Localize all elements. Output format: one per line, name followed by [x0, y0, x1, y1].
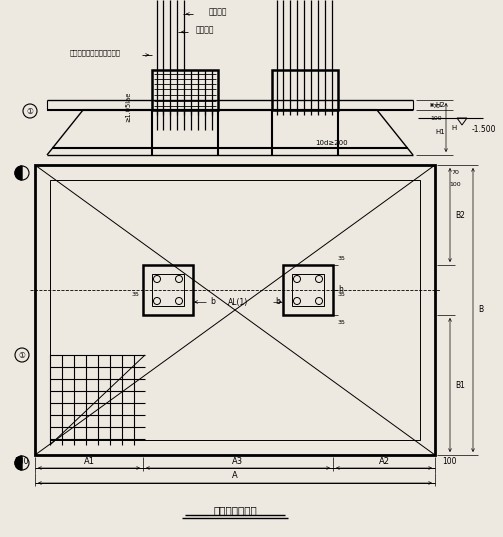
Text: AL(1): AL(1)	[228, 297, 248, 307]
Text: ≥1.05lae: ≥1.05lae	[125, 92, 131, 122]
Text: 10d≥200: 10d≥200	[316, 140, 348, 146]
Text: A1: A1	[83, 456, 95, 466]
Text: A: A	[232, 471, 238, 481]
Wedge shape	[15, 166, 22, 180]
Bar	[35, 165, 435, 455]
Text: 35: 35	[337, 293, 345, 297]
Bar	[272, 70, 338, 110]
Text: 35: 35	[131, 293, 139, 297]
Text: 等强对接: 等强对接	[196, 25, 214, 34]
Text: H1: H1	[435, 129, 445, 135]
Text: ①: ①	[27, 106, 33, 115]
Text: 二级（同相应非搞筋直径）: 二级（同相应非搞筋直径）	[69, 50, 121, 56]
Text: H: H	[451, 125, 457, 130]
Text: 100: 100	[430, 115, 442, 120]
Text: b: b	[276, 297, 281, 307]
Text: h: h	[339, 286, 344, 294]
Text: 基础大样（二）: 基础大样（二）	[213, 505, 257, 515]
Text: 35: 35	[337, 256, 345, 260]
Bar	[152, 274, 184, 306]
Bar	[152, 70, 218, 110]
Text: 100: 100	[442, 456, 456, 466]
Text: B2: B2	[455, 211, 465, 220]
Text: B: B	[478, 306, 483, 315]
Text: A3: A3	[232, 456, 243, 466]
Text: H2: H2	[435, 102, 445, 108]
Text: 100: 100	[14, 456, 28, 466]
Text: ①: ①	[19, 351, 26, 359]
Text: 等强对接: 等强对接	[209, 8, 227, 17]
Text: B1: B1	[455, 381, 465, 389]
Bar	[292, 274, 324, 306]
Text: 70: 70	[451, 171, 459, 176]
Text: 35: 35	[337, 320, 345, 324]
Bar	[50, 180, 420, 440]
Bar	[143, 265, 193, 315]
Text: A2: A2	[378, 456, 389, 466]
Bar	[283, 265, 333, 315]
Text: 70: 70	[432, 105, 440, 110]
Text: b: b	[211, 297, 215, 307]
Text: 100: 100	[449, 183, 461, 187]
Wedge shape	[15, 456, 22, 470]
Text: -1.500: -1.500	[472, 126, 496, 134]
